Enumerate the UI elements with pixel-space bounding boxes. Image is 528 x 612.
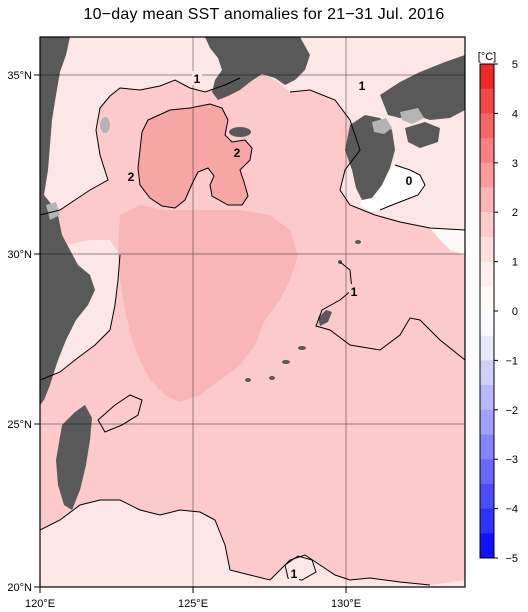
anomaly-region-2-3 (138, 104, 252, 208)
map-title: 10−day mean SST anomalies for 21−31 Jul.… (83, 6, 445, 23)
land-ryukyu-5 (355, 240, 361, 244)
colorbar-cell (480, 162, 494, 188)
colorbar-ticks: 5 4 3 2 1 0 −1 −2 −3 −4 −5 (494, 59, 518, 565)
lon-label-120e: 120°E (25, 598, 55, 610)
colorbar-cell (480, 335, 494, 361)
colorbar-cell (480, 360, 494, 386)
colorbar-unit: [°C] (478, 51, 496, 63)
colorbar-cell (480, 187, 494, 213)
colorbar-tick-label: −2 (505, 405, 518, 417)
colorbar-cell (480, 212, 494, 238)
colorbar-cells (480, 64, 494, 559)
land-jeju (229, 127, 251, 137)
colorbar-tick-label: −1 (505, 355, 518, 367)
colorbar-tick-label: 5 (512, 59, 518, 71)
graticule (40, 37, 465, 587)
colorbar-cell (480, 113, 494, 139)
contour-label-0-kyushu: 0 (406, 174, 413, 188)
map-panel (40, 37, 465, 587)
axis-ticks (34, 74, 347, 593)
colorbar-cell (480, 434, 494, 460)
anomaly-region-negative-east (430, 228, 465, 255)
contour-label-2-jeju: 2 (234, 146, 241, 160)
landmasses (40, 37, 465, 510)
colorbar-tick-label: 0 (512, 306, 518, 318)
colorbar-tick-label: 4 (512, 108, 518, 120)
colorbar-tick-label: 2 (512, 207, 518, 219)
colorbar-tick-label: −4 (505, 504, 518, 516)
land-ryukyu-3 (269, 376, 275, 380)
colorbar-cell (480, 138, 494, 164)
lat-label-20n: 20°N (7, 582, 32, 594)
colorbar-cell (480, 311, 494, 337)
colorbar-tick-label: −5 (505, 553, 518, 565)
contour-label-1-south: 1 (291, 567, 298, 581)
colorbar-cell (480, 385, 494, 411)
land-shikoku (405, 122, 440, 148)
lat-label-35n: 35°N (7, 70, 32, 82)
colorbar-tick-label: 1 (512, 257, 518, 269)
colorbar-cell (480, 533, 494, 559)
colorbar-tick-label: −3 (505, 454, 518, 466)
colorbar-cell (480, 508, 494, 534)
land-kyushu (345, 115, 395, 200)
colorbar-cell (480, 261, 494, 287)
colorbar-cell (480, 236, 494, 262)
land-ryukyu-4 (245, 378, 251, 382)
lat-label-30n: 30°N (7, 249, 32, 261)
land-korea (205, 37, 310, 100)
contour-label-2-west: 2 (128, 170, 135, 184)
land-china (40, 37, 95, 405)
contour-label-1-kyushu-north: 1 (359, 79, 366, 93)
land-taiwan (56, 405, 92, 510)
colorbar-cell (480, 483, 494, 509)
missing-data-patches (46, 108, 424, 220)
land-ryukyu-1 (298, 346, 306, 350)
lat-label-25n: 25°N (7, 419, 32, 431)
colorbar: [°C] 5 4 3 2 1 0 −1 −2 −3 −4 −5 (478, 51, 518, 565)
land-japan-honshu (380, 55, 465, 120)
land-okinawa (318, 310, 332, 326)
map-frame (39, 36, 466, 588)
lon-label-125e: 125°E (178, 598, 208, 610)
colorbar-tick-label: 3 (512, 158, 518, 170)
anomaly-region-0-1-south (40, 500, 465, 587)
colorbar-cell (480, 88, 494, 114)
colorbar-cell (480, 64, 494, 90)
colorbar-cell (480, 459, 494, 485)
contour-labels: 1 1 2 2 0 1 1 (126, 71, 414, 581)
land-ryukyu-2 (282, 360, 290, 364)
colorbar-cell (480, 286, 494, 312)
colorbar-cell (480, 409, 494, 435)
contour-label-1-korea: 1 (194, 72, 201, 86)
lon-label-130e: 130°E (331, 598, 361, 610)
contour-label-1-okinawa: 1 (351, 285, 358, 299)
